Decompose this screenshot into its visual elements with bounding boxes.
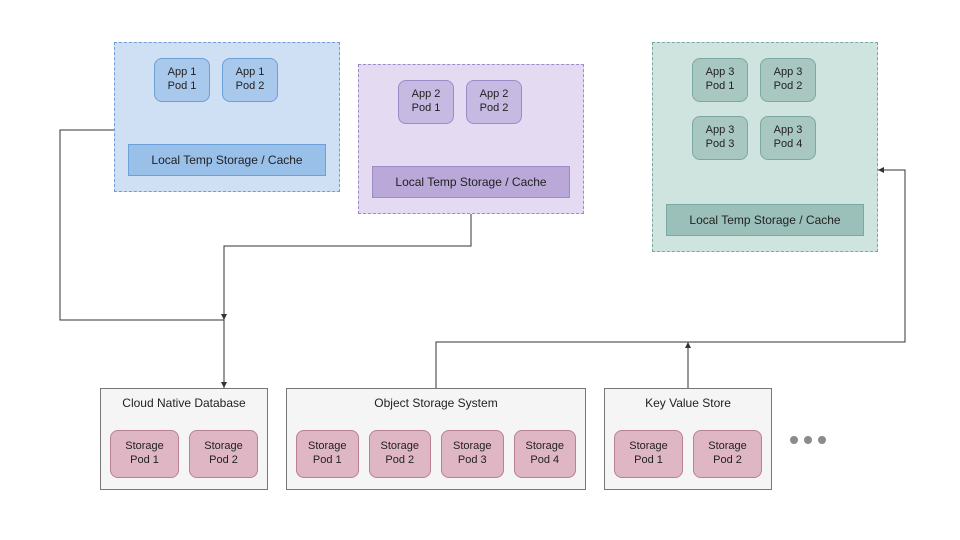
app-pod: App 1Pod 2 (222, 58, 278, 102)
storage-pod: StoragePod 2 (189, 430, 258, 478)
store-title: Object Storage System (286, 396, 586, 410)
storage-pod: StoragePod 2 (369, 430, 432, 478)
connector-arrow (224, 214, 471, 320)
storage-pod: StoragePod 1 (614, 430, 683, 478)
store-title: Key Value Store (604, 396, 772, 410)
app-pod: App 2Pod 2 (466, 80, 522, 124)
storage-pod: StoragePod 3 (441, 430, 504, 478)
storage-pod: StoragePod 2 (693, 430, 762, 478)
storage-pod: StoragePod 4 (514, 430, 577, 478)
diagram-stage: App 1Pod 1 App 1Pod 2 Local Temp Storage /… (0, 0, 960, 540)
temp-storage-bar: Local Temp Storage / Cache (372, 166, 570, 198)
temp-storage-bar: Local Temp Storage / Cache (666, 204, 864, 236)
app-pod: App 3Pod 4 (760, 116, 816, 160)
ellipsis-dot (790, 436, 798, 444)
app-pod: App 2Pod 1 (398, 80, 454, 124)
ellipsis-dot (818, 436, 826, 444)
ellipsis-dot (804, 436, 812, 444)
app-pod: App 3Pod 1 (692, 58, 748, 102)
app-pod: App 3Pod 2 (760, 58, 816, 102)
temp-storage-bar: Local Temp Storage / Cache (128, 144, 326, 176)
storage-pod: StoragePod 1 (296, 430, 359, 478)
storage-pod: StoragePod 1 (110, 430, 179, 478)
store-title: Cloud Native Database (100, 396, 268, 410)
app-pod: App 1Pod 1 (154, 58, 210, 102)
app-pod: App 3Pod 3 (692, 116, 748, 160)
